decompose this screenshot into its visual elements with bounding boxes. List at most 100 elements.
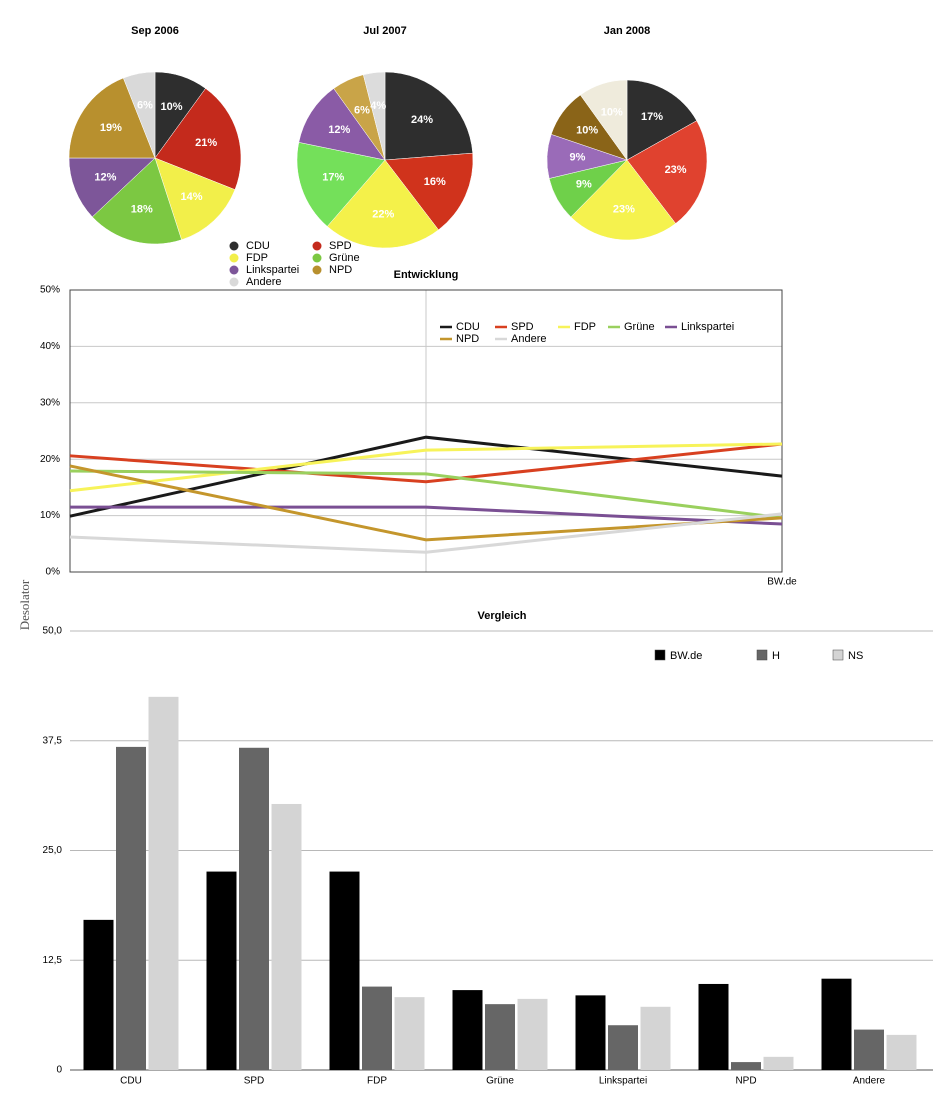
pie-label: 22% xyxy=(372,208,394,220)
pie-label: 10% xyxy=(160,101,182,113)
pie-slice xyxy=(68,157,156,218)
chart-title: Jan 2008 xyxy=(604,25,650,37)
pie-slice xyxy=(626,120,708,224)
x-tick-label: NPD xyxy=(735,1076,756,1087)
chart-title: Sep 2006 xyxy=(131,25,179,37)
y-tick-label: 0 xyxy=(56,1065,62,1076)
y-tick-label: 30% xyxy=(40,397,60,408)
bar xyxy=(821,978,852,1070)
pie-slice xyxy=(570,159,676,241)
bar xyxy=(517,998,548,1070)
legend-label: Grüne xyxy=(624,321,655,333)
bar xyxy=(394,997,425,1070)
pie-slice xyxy=(580,79,628,161)
legend-swatch xyxy=(312,253,322,263)
legend-label: FDP xyxy=(246,252,268,264)
pie-label: 23% xyxy=(665,164,687,176)
y-tick-label: 0% xyxy=(46,567,61,578)
line-series xyxy=(69,442,783,493)
bar xyxy=(485,1004,515,1070)
bar xyxy=(83,919,114,1070)
legend-label: SPD xyxy=(511,321,534,333)
legend-label: CDU xyxy=(246,240,270,252)
bar xyxy=(608,1025,638,1070)
legend-label: BW.de xyxy=(670,650,702,662)
y-tick-label: 25,0 xyxy=(43,845,63,856)
pie-label: 9% xyxy=(576,178,592,190)
bar xyxy=(575,995,606,1070)
y-tick-label: 50% xyxy=(40,285,60,296)
y-tick-label: 12,5 xyxy=(43,955,63,966)
line-series xyxy=(69,469,783,520)
pie-slice xyxy=(296,142,386,227)
line-series xyxy=(70,505,783,526)
watermark: Desolator xyxy=(17,579,32,630)
bar xyxy=(698,983,729,1070)
legend-swatch xyxy=(229,277,239,287)
pie-slice xyxy=(123,71,156,159)
chart-title: Jul 2007 xyxy=(363,25,406,37)
pie-label: 12% xyxy=(328,124,350,136)
pie-label: 4% xyxy=(370,100,386,112)
pie-label: 10% xyxy=(576,124,598,136)
x-tick-label: Grüne xyxy=(486,1076,514,1087)
bar xyxy=(763,1056,794,1070)
pie-label: 16% xyxy=(424,176,446,188)
pie-label: 12% xyxy=(94,172,116,184)
pie-label: 10% xyxy=(601,107,623,119)
legend-swatch xyxy=(229,241,239,251)
legend-label: CDU xyxy=(456,321,480,333)
bar xyxy=(206,871,237,1070)
pie-slice xyxy=(298,88,386,161)
legend-label: Linkspartei xyxy=(246,264,299,276)
y-tick-label: 50,0 xyxy=(43,626,63,637)
y-tick-label: 10% xyxy=(40,510,60,521)
pie-label: 19% xyxy=(100,122,122,134)
legend-label: Linkspartei xyxy=(681,321,734,333)
legend-label: SPD xyxy=(329,240,352,252)
pie-label: 23% xyxy=(613,203,635,215)
plot-frame xyxy=(69,289,783,573)
legend-swatch xyxy=(654,649,666,661)
pie-label: 17% xyxy=(641,111,663,123)
bar xyxy=(148,696,179,1070)
x-tick-label: FDP xyxy=(367,1076,387,1087)
legend-label: NPD xyxy=(329,264,352,276)
legend-label: Andere xyxy=(511,333,546,345)
pie-label: 6% xyxy=(354,104,370,116)
chart-title: Vergleich xyxy=(478,610,527,622)
bar xyxy=(239,747,269,1070)
pie-slice xyxy=(326,159,439,249)
y-tick-label: 37,5 xyxy=(43,735,63,746)
pie-label: 14% xyxy=(180,191,202,203)
bar xyxy=(271,803,302,1070)
legend-swatch xyxy=(756,649,768,661)
bar xyxy=(452,990,483,1070)
pie-slice xyxy=(68,77,156,159)
legend-swatch xyxy=(229,253,239,263)
bar xyxy=(116,746,146,1070)
legend-swatch xyxy=(832,649,844,661)
pie-slice xyxy=(384,71,474,161)
y-tick-label: 40% xyxy=(40,341,60,352)
legend-label: Andere xyxy=(246,276,281,288)
pie-slice xyxy=(154,88,242,190)
x-tick-label: Linkspartei xyxy=(599,1076,647,1087)
bar xyxy=(640,1006,671,1070)
bar xyxy=(329,871,360,1070)
legend-label: H xyxy=(772,650,780,662)
legend-label: Grüne xyxy=(329,252,360,264)
line-series xyxy=(69,512,783,554)
legend-label: FDP xyxy=(574,321,596,333)
pie-slice xyxy=(363,71,386,161)
x-tick-label: BW.de xyxy=(767,577,797,588)
legend-swatch xyxy=(229,265,239,275)
bar xyxy=(362,986,392,1070)
x-tick-label: Andere xyxy=(853,1076,886,1087)
pie-slice xyxy=(91,157,182,245)
y-tick-label: 20% xyxy=(40,454,60,465)
pie-label: 9% xyxy=(570,152,586,164)
x-tick-label: SPD xyxy=(244,1076,265,1087)
pie-label: 18% xyxy=(131,204,153,216)
